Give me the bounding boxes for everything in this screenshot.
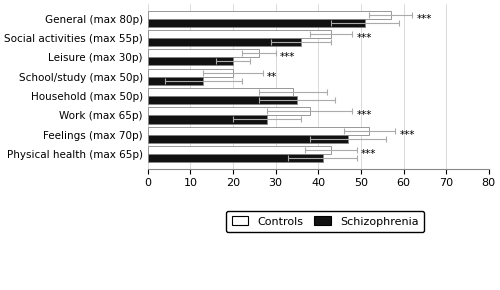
Text: **: ** <box>267 72 278 82</box>
Bar <box>148 19 365 27</box>
Bar <box>148 135 348 143</box>
Text: ***: *** <box>356 110 372 120</box>
Bar <box>148 30 331 38</box>
Text: ***: *** <box>400 130 414 140</box>
Text: ***: *** <box>361 149 376 159</box>
Bar <box>148 154 322 162</box>
Bar <box>148 127 370 135</box>
Text: ***: *** <box>416 14 432 24</box>
Bar <box>148 107 310 115</box>
Text: ***: *** <box>280 52 295 62</box>
Legend: Controls, Schizophrenia: Controls, Schizophrenia <box>226 211 424 232</box>
Text: ***: *** <box>356 33 372 43</box>
Bar <box>148 38 301 46</box>
Bar <box>148 49 258 57</box>
Bar <box>148 69 233 77</box>
Bar <box>148 146 331 154</box>
Bar <box>148 10 390 19</box>
Bar <box>148 96 297 104</box>
Bar <box>148 115 267 124</box>
Bar <box>148 57 233 66</box>
Bar <box>148 88 292 96</box>
Bar <box>148 77 203 85</box>
